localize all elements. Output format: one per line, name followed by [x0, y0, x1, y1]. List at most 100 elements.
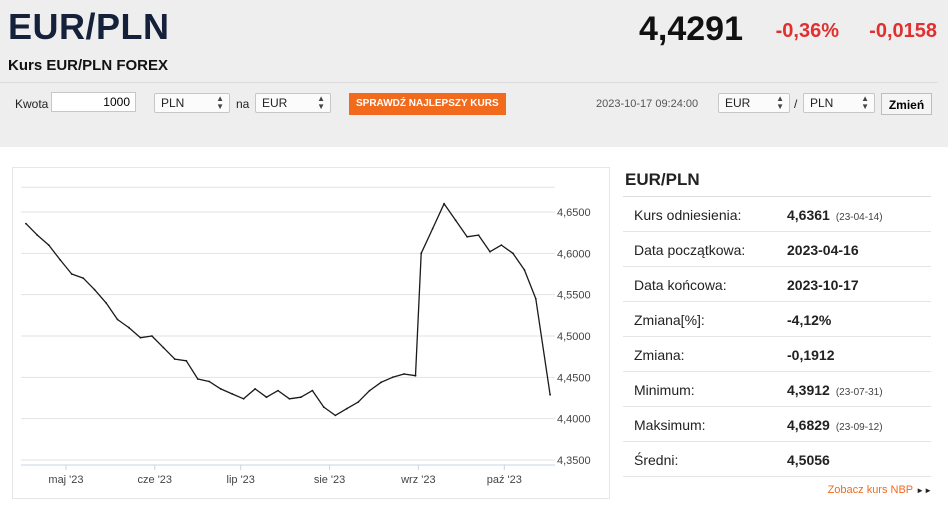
data-point: [334, 414, 337, 417]
to-currency-value: EUR: [262, 96, 288, 110]
best-rate-button[interactable]: SPRAWDŹ NAJLEPSZY KURS: [349, 93, 506, 115]
y-tick-label: 4,5000: [557, 331, 591, 343]
base-currency-value: EUR: [725, 96, 751, 110]
stats-date: (23-07-31): [835, 387, 883, 398]
data-point: [420, 252, 423, 255]
stats-label: Kurs odniesienia:: [634, 207, 742, 223]
data-point: [431, 227, 434, 230]
current-price: 4,4291: [639, 10, 743, 48]
data-point: [300, 396, 302, 399]
change-absolute: -0,0158: [869, 20, 937, 42]
y-tick-label: 4,6500: [557, 207, 591, 219]
stats-value-cell: 4,6361 (23-04-14): [787, 207, 883, 223]
data-point: [549, 393, 551, 396]
pair-separator: /: [794, 97, 798, 111]
stats-label: Data początkowa:: [634, 242, 746, 258]
quote-currency-select[interactable]: PLN ▲ ▼: [803, 93, 875, 113]
amount-label: Kwota: [15, 97, 49, 111]
stats-table: EUR/PLN Kurs odniesienia: 4,6361 (23-04-14…: [623, 168, 931, 477]
stats-label: Zmiana[%]:: [634, 312, 705, 328]
divider: [0, 82, 938, 83]
double-arrow-icon: ►►: [916, 486, 932, 495]
data-point: [322, 406, 325, 408]
data-point: [196, 378, 199, 380]
data-point: [59, 259, 62, 261]
stats-value: 2023-04-16: [787, 242, 859, 258]
data-point: [380, 381, 382, 384]
to-currency-select[interactable]: EUR ▲ ▼: [255, 93, 331, 113]
data-point: [477, 234, 480, 236]
stats-value-cell: 2023-04-16: [787, 242, 859, 258]
stats-value-cell: -4,12%: [787, 312, 831, 328]
stats-row: Średni: 4,5056: [623, 442, 931, 477]
base-currency-select[interactable]: EUR ▲ ▼: [718, 93, 790, 113]
quote-currency-value: PLN: [810, 96, 834, 110]
stats-value-cell: 4,3912 (23-07-31): [787, 382, 883, 398]
data-point: [162, 346, 165, 349]
quote-header: EUR/PLN Kurs EUR/PLN FOREX 4,4291 -0,36%…: [0, 0, 948, 124]
data-point: [173, 358, 176, 360]
stats-row: Data początkowa: 2023-04-16: [623, 232, 931, 267]
stats-value: 4,3912: [787, 382, 830, 398]
stats-date: (23-04-14): [835, 212, 883, 223]
y-tick-label: 4,6000: [557, 248, 591, 260]
select-arrows-icon: ▲ ▼: [216, 94, 224, 111]
stats-value-cell: 2023-10-17: [787, 277, 859, 293]
stats-row: Zmiana: -0,1912: [623, 337, 931, 372]
stats-value: 4,6829: [787, 417, 830, 433]
data-point: [311, 389, 314, 392]
stats-value-cell: 4,5056: [787, 452, 830, 468]
data-point: [357, 401, 360, 403]
data-point: [36, 234, 39, 236]
nbp-link[interactable]: Zobacz kurs NBP ►►: [828, 484, 932, 496]
data-point: [25, 222, 27, 225]
data-point: [47, 244, 50, 246]
data-point: [185, 359, 188, 362]
from-currency-select[interactable]: PLN ▲ ▼: [154, 93, 230, 113]
price-chart: 4,6500 4,6000 4,5500 4,5000 4,4500 4,4000 4,35…: [21, 186, 591, 486]
data-point: [231, 393, 234, 395]
data-point: [489, 250, 491, 253]
to-label: na: [236, 97, 250, 111]
select-arrows-icon: ▲ ▼: [317, 94, 325, 111]
currency-converter: Kwota PLN ▲▼ na EUR ▲▼ SPRAWDŹ NAJLEPSZY…: [0, 90, 948, 118]
data-point: [82, 277, 85, 279]
data-point: [403, 373, 405, 375]
data-point: [208, 380, 211, 383]
data-point: [288, 397, 291, 400]
stats-value: -4,12%: [787, 312, 832, 328]
stats-title: EUR/PLN: [623, 168, 931, 197]
data-point: [414, 374, 417, 377]
data-point: [500, 244, 503, 246]
data-point: [219, 388, 222, 390]
select-arrows-icon: ▲ ▼: [776, 94, 784, 111]
data-point: [277, 389, 279, 392]
stats-label: Data końcowa:: [634, 277, 727, 293]
stats-row: Kurs odniesienia: 4,6361 (23-04-14): [623, 197, 931, 232]
data-point: [454, 219, 457, 222]
y-tick-label: 4,4500: [557, 372, 591, 384]
data-point: [523, 269, 526, 271]
data-point: [116, 318, 119, 321]
timestamp: 2023-10-17 09:24:00: [596, 98, 699, 110]
stats-row: Data końcowa: 2023-10-17: [623, 267, 931, 302]
stats-label: Maksimum:: [634, 417, 706, 433]
x-tick-label: maj '23: [48, 474, 83, 486]
stats-row: Zmiana[%]: -4,12%: [623, 302, 931, 337]
data-point: [93, 288, 96, 291]
data-point: [128, 326, 130, 329]
change-pair-button[interactable]: Zmień: [881, 93, 932, 115]
stats-value-cell: -0,1912: [787, 347, 834, 363]
chart-container: 4,6500 4,6000 4,5500 4,5000 4,4500 4,4000 4,35…: [12, 167, 610, 499]
amount-input[interactable]: [51, 92, 136, 112]
nbp-link-label: Zobacz kurs NBP: [827, 484, 914, 496]
data-point: [151, 335, 153, 337]
select-arrows-icon: ▲ ▼: [861, 94, 869, 111]
stats-value: 2023-10-17: [787, 277, 859, 293]
x-tick-label: lip '23: [227, 474, 255, 486]
stats-label: Minimum:: [634, 382, 695, 398]
stats-date: (23-09-12): [835, 422, 883, 433]
content-panel: 4,6500 4,6000 4,5500 4,5000 4,4500 4,4000 4,35…: [0, 147, 948, 506]
stats-value: -0,1912: [787, 347, 835, 363]
stats-value: 4,5056: [787, 452, 830, 468]
